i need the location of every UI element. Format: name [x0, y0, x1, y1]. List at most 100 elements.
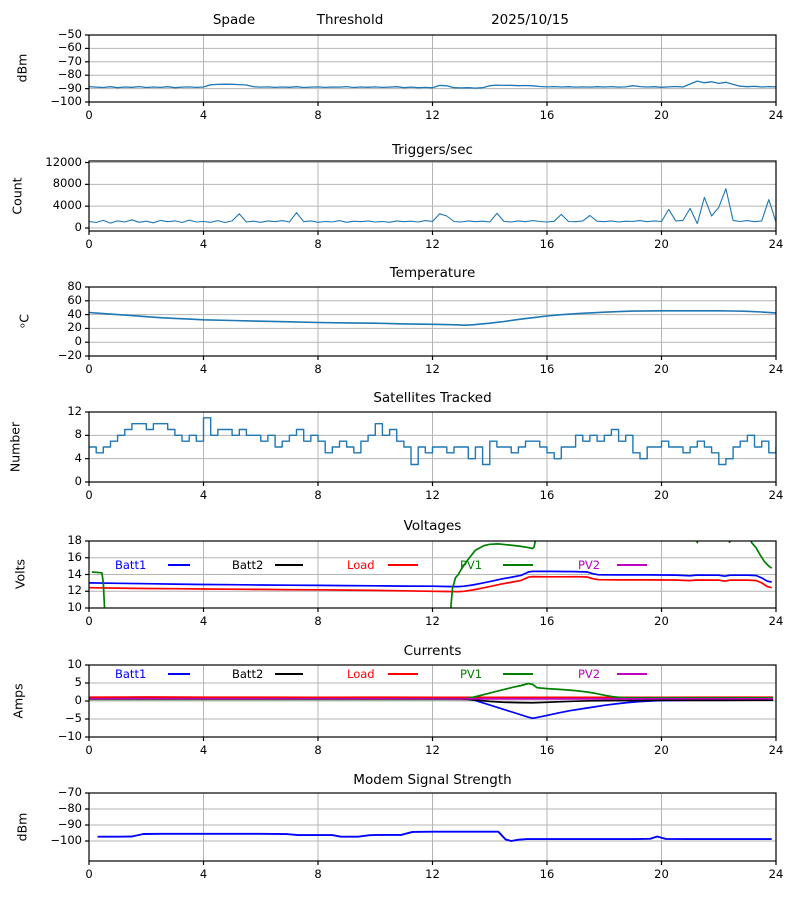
x-tick-label: 16 — [539, 488, 555, 502]
series-triggers-per-sec-line — [89, 188, 776, 225]
y-tick-label: 10 — [67, 600, 82, 614]
x-tick-label: 24 — [768, 614, 784, 628]
series-batt1-line — [89, 570, 772, 588]
y-tick-label: −100 — [50, 94, 82, 108]
y-tick-label: −100 — [50, 833, 82, 847]
y-axis-label-degc: ᵒC — [16, 314, 32, 328]
x-tick-label: 16 — [539, 362, 555, 376]
chart-title-triggers: Triggers/sec — [392, 142, 473, 158]
x-tick-label: 20 — [654, 362, 669, 376]
x-tick-label: 24 — [768, 108, 784, 122]
x-tick-label: 0 — [85, 867, 93, 881]
y-tick-label: −80 — [57, 67, 82, 82]
x-tick-label: 8 — [314, 362, 322, 376]
x-tick-label: 8 — [314, 743, 322, 757]
y-tick-label: 5 — [74, 675, 82, 689]
x-tick-label: 12 — [425, 743, 440, 757]
x-tick-label: 24 — [768, 237, 784, 251]
plot-area-triggers — [85, 160, 777, 235]
y-axis-label-amps: Amps — [10, 683, 26, 719]
plot-area-modem — [85, 792, 777, 865]
y-tick-label: 10 — [67, 657, 82, 671]
x-tick-label: 24 — [768, 362, 784, 376]
chart-title-temperature: Temperature — [389, 265, 476, 281]
legend-label-pv1: PV1 — [460, 667, 482, 681]
y-tick-label: −5 — [65, 711, 82, 725]
x-tick-label: 8 — [314, 237, 322, 251]
x-tick-label: 4 — [199, 108, 208, 122]
legend-label-pv2: PV2 — [578, 558, 600, 572]
legend-label-batt2: Batt2 — [232, 558, 263, 572]
x-tick-label: 20 — [654, 488, 669, 502]
y-tick-label: −50 — [57, 27, 82, 41]
y-axis-label-number: Number — [7, 421, 23, 473]
legend-label-pv2: PV2 — [578, 667, 600, 681]
y-axis-label-dbm-1: dBm — [14, 53, 30, 83]
y-tick-label: −90 — [57, 817, 82, 831]
x-tick-label: 8 — [314, 108, 322, 122]
y-tick-label: 12 — [67, 583, 82, 598]
x-tick-label: 4 — [199, 743, 208, 757]
y-tick-label: −60 — [57, 40, 82, 55]
chart-title-spade: Spade — [212, 12, 256, 28]
y-tick-label: 14 — [67, 566, 82, 581]
x-tick-label: 8 — [314, 867, 322, 881]
series-load-line — [89, 575, 772, 593]
chart-title-voltages: Voltages — [403, 518, 462, 534]
y-tick-label: 40 — [67, 306, 82, 321]
chart-title-currents: Currents — [403, 643, 462, 659]
x-tick-label: 12 — [425, 488, 440, 502]
x-tick-label: 20 — [654, 867, 669, 881]
x-tick-label: 20 — [654, 108, 669, 122]
x-tick-label: 4 — [199, 867, 208, 881]
x-tick-label: 4 — [199, 237, 208, 251]
y-tick-label: 12000 — [45, 154, 82, 169]
y-tick-label: −70 — [57, 53, 82, 68]
legend-label-load: Load — [347, 558, 375, 572]
x-tick-label: 4 — [199, 488, 208, 502]
y-tick-label: −20 — [57, 348, 82, 362]
x-tick-label: 8 — [314, 488, 322, 502]
x-tick-label: 16 — [539, 108, 555, 122]
chart-title-threshold: Threshold — [316, 12, 384, 28]
x-tick-label: 24 — [768, 488, 784, 502]
y-tick-label: 0 — [74, 693, 82, 707]
y-tick-label: −90 — [57, 80, 82, 95]
y-tick-label: −70 — [57, 785, 82, 799]
x-tick-label: 16 — [539, 867, 555, 881]
x-tick-label: 0 — [85, 743, 93, 757]
series-pv1-line — [91, 541, 773, 608]
y-tick-label: 0 — [74, 219, 82, 234]
x-tick-label: 0 — [85, 108, 93, 122]
legend-label-batt1: Batt1 — [115, 667, 146, 681]
plot-area-satellites — [85, 411, 777, 486]
legend-label-batt1: Batt1 — [115, 558, 146, 572]
x-tick-label: 16 — [539, 743, 555, 757]
legend-label-batt2: Batt2 — [232, 667, 263, 681]
x-tick-label: 16 — [539, 614, 555, 628]
legend-label-pv1: PV1 — [460, 558, 482, 572]
x-tick-label: 4 — [199, 614, 208, 628]
x-tick-label: 20 — [654, 614, 669, 628]
plot-area-currents: Batt1 Batt2 Load PV1 PV2 — [85, 664, 777, 741]
series-satellites-tracked-line — [89, 417, 776, 466]
x-tick-label: 12 — [425, 237, 440, 251]
plot-area-temperature — [85, 286, 777, 360]
x-tick-label: 0 — [85, 237, 93, 251]
y-tick-label: 8 — [74, 427, 82, 442]
y-tick-label: 4 — [74, 450, 82, 465]
x-tick-label: 0 — [85, 362, 93, 376]
x-tick-label: 12 — [425, 362, 440, 376]
y-tick-label: 8000 — [52, 176, 82, 191]
x-tick-label: 12 — [425, 614, 440, 628]
legend-label-load: Load — [347, 667, 375, 681]
plot-area-voltages: Batt1 Batt2 Load PV1 PV2 — [85, 540, 777, 612]
x-tick-label: 24 — [768, 867, 784, 881]
x-tick-label: 4 — [199, 362, 208, 376]
x-tick-label: 8 — [314, 614, 322, 628]
x-tick-label: 12 — [425, 108, 440, 122]
x-tick-label: 16 — [539, 237, 555, 251]
series-spade-threshold-line — [89, 80, 776, 89]
y-tick-label: −10 — [57, 729, 82, 743]
